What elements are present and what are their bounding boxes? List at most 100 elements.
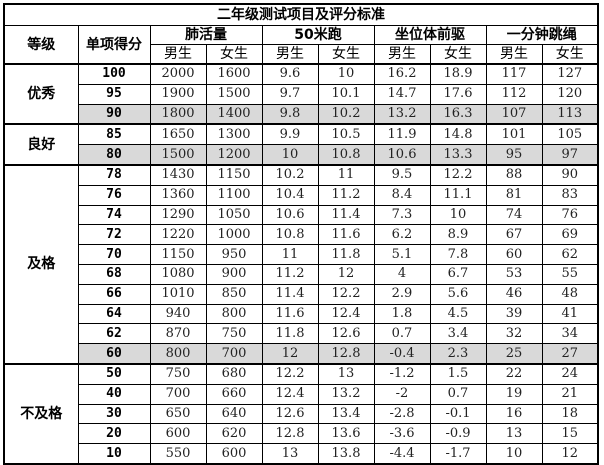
value-cell: 1220 [149,224,207,246]
level-cell: 良好 [3,123,79,166]
value-cell: 18 [541,403,599,425]
value-cell: 12.4 [317,303,375,325]
value-cell: 24 [541,363,599,385]
value-cell: -4.4 [373,443,431,465]
value-cell: 76 [541,204,599,226]
value-cell: 950 [205,244,263,265]
value-cell: -3.6 [373,423,431,445]
value-cell: 1150 [149,244,207,265]
score-cell: 90 [77,103,151,126]
value-cell: -0.4 [373,343,431,365]
score-cell: 66 [77,283,151,305]
value-cell: 10.2 [317,103,375,126]
score-cell: 100 [77,63,151,85]
value-cell: 11 [261,244,319,265]
header-female: 女生 [541,44,599,65]
value-cell: 81 [485,184,543,206]
value-cell: 13.2 [317,383,375,405]
value-cell: 4 [373,263,431,285]
value-cell: 117 [485,63,543,85]
value-cell: 1150 [205,164,263,186]
value-cell: 940 [149,303,207,325]
value-cell: 41 [541,303,599,325]
score-cell: 10 [77,443,151,465]
value-cell: 10.8 [317,144,375,166]
score-cell: 76 [77,184,151,206]
level-cell: 不及格 [3,363,79,465]
value-cell: 1360 [149,184,207,206]
value-cell: 7.3 [373,204,431,226]
value-cell: 800 [149,343,207,365]
value-cell: 13 [485,423,543,445]
header-female: 女生 [317,44,375,65]
value-cell: 1100 [205,184,263,206]
score-cell: 30 [77,403,151,425]
value-cell: 7.8 [429,244,487,265]
value-cell: 10.2 [261,164,319,186]
table-row: 40 700 660 12.4 13.2 -2 0.7 19 21 [4,383,599,405]
header-level: 等级 [3,25,79,65]
value-cell: -0.1 [429,403,487,425]
value-cell: 10.6 [261,204,319,226]
value-cell: 34 [541,323,599,345]
value-cell: 600 [205,443,263,465]
value-cell: 660 [205,383,263,405]
value-cell: 850 [205,283,263,305]
value-cell: 550 [149,443,207,465]
value-cell: 15 [541,423,599,445]
value-cell: 101 [485,123,543,146]
value-cell: 12.4 [261,383,319,405]
value-cell: 1600 [205,63,263,85]
value-cell: 680 [205,363,263,385]
value-cell: 12 [541,443,599,465]
table-row: 良好 85 1650 1300 9.9 10.5 11.9 14.8 101 105 [3,123,599,166]
level-cell: 优秀 [3,63,79,126]
value-cell: 53 [485,263,543,285]
score-cell: 60 [77,343,151,365]
value-cell: 88 [485,164,543,186]
header-jump-rope: 一分钟跳绳 [485,25,599,45]
value-cell: 1290 [149,204,207,226]
value-cell: 9.7 [261,83,319,105]
value-cell: 11.8 [317,244,375,265]
score-cell: 74 [77,204,151,226]
value-cell: 13 [261,443,319,465]
header-male: 男生 [149,44,207,65]
value-cell: 46 [485,283,543,305]
value-cell: -2.8 [373,403,431,425]
value-cell: 17.6 [429,83,487,105]
value-cell: 800 [205,303,263,325]
table-row: 76 1360 1100 10.4 11.2 8.4 11.1 81 83 [4,184,599,206]
header-score: 单项得分 [77,25,151,65]
value-cell: 1200 [205,144,263,166]
header-male: 男生 [373,44,431,65]
value-cell: 13.2 [373,103,431,126]
level-cell: 及格 [3,164,79,365]
header-male: 男生 [485,44,543,65]
score-cell: 78 [77,164,151,186]
value-cell: 11.2 [261,263,319,285]
value-cell: 11.1 [429,184,487,206]
table-row: 优秀 100 2000 1600 9.6 10 16.2 18.9 117 127 [3,63,599,126]
value-cell: 5.1 [373,244,431,265]
value-cell: 8.9 [429,224,487,246]
table-row: 70 1150 950 11 11.8 5.1 7.8 60 62 [4,244,599,265]
value-cell: 10 [429,204,487,226]
value-cell: 11.9 [373,123,431,146]
value-cell: 12 [261,343,319,365]
value-cell: 48 [541,283,599,305]
value-cell: 870 [149,323,207,345]
value-cell: 10.6 [373,144,431,166]
value-cell: 10.5 [317,123,375,146]
value-cell: -1.7 [429,443,487,465]
value-cell: 13.8 [317,443,375,465]
value-cell: 14.7 [373,83,431,105]
value-cell: 6.7 [429,263,487,285]
table-row: 30 650 640 12.6 13.4 -2.8 -0.1 16 18 [4,403,599,425]
header-male: 男生 [261,44,319,65]
table-row: 及格 78 1430 1150 10.2 11 9.5 12.2 88 90 [3,164,599,365]
value-cell: 9.5 [373,164,431,186]
value-cell: 105 [541,123,599,146]
value-cell: 10 [317,63,375,85]
value-cell: 16.2 [373,63,431,85]
